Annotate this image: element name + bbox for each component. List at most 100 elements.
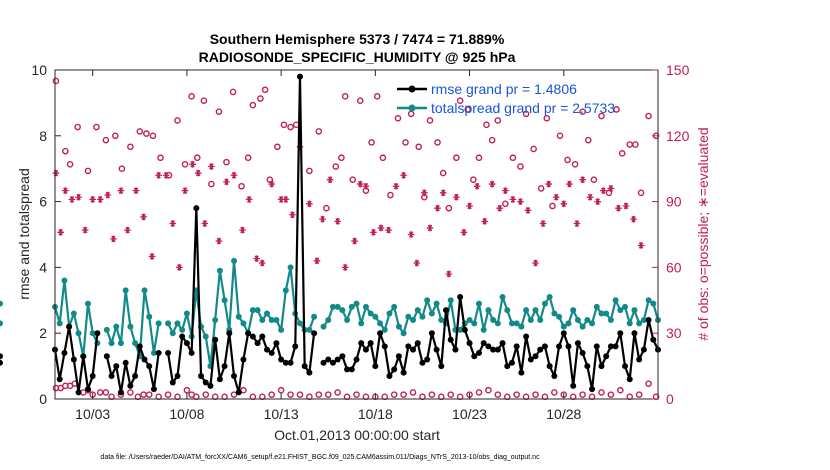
spread-point xyxy=(329,303,336,310)
y2-tick-label: 30 xyxy=(666,325,682,341)
spread-point xyxy=(75,330,82,337)
rmse-point xyxy=(546,363,553,370)
rmse-point xyxy=(419,359,426,366)
rmse-point xyxy=(70,356,77,363)
obs-possible-point xyxy=(394,114,402,122)
rmse-point xyxy=(551,372,558,379)
obs-possible-point xyxy=(453,154,460,162)
obs-evaluated-point xyxy=(607,185,615,192)
obs-possible-low-point xyxy=(334,389,341,396)
rmse-point xyxy=(377,330,384,337)
rmse-point xyxy=(348,366,355,373)
obs-evaluated-point xyxy=(488,180,496,188)
obs-evaluated-point xyxy=(306,200,313,208)
obs-evaluated-point xyxy=(277,196,285,203)
spread-point xyxy=(400,330,407,337)
rmse-point xyxy=(278,356,285,363)
obs-evaluated-point xyxy=(201,220,209,227)
legend-rmse-label: rmse grand pr = 1.4806 xyxy=(431,81,577,97)
obs-evaluated-point xyxy=(68,196,76,203)
obs-possible-point xyxy=(200,97,208,105)
rmse-point xyxy=(113,363,120,370)
obs-evaluated-point xyxy=(362,182,370,190)
rmse-point xyxy=(410,346,417,353)
obs-possible-point xyxy=(368,139,375,146)
obs-possible-point xyxy=(522,110,530,118)
spread-point xyxy=(358,320,365,327)
x-tick-label: 10/23 xyxy=(452,406,487,422)
obs-evaluated-point xyxy=(637,242,645,249)
obs-evaluated-point xyxy=(517,198,524,205)
obs-possible-point xyxy=(645,112,652,120)
rmse-point xyxy=(108,372,115,379)
obs-evaluated-point xyxy=(189,161,196,168)
obs-possible-point xyxy=(530,145,537,153)
spread-point xyxy=(132,340,139,347)
obs-evaluated-point xyxy=(385,226,392,234)
spread-point xyxy=(607,317,614,324)
spread-point xyxy=(127,323,134,330)
spread-point xyxy=(622,303,629,310)
spread-point xyxy=(325,317,332,324)
obs-evaluated-point xyxy=(439,189,447,197)
obs-evaluated-point xyxy=(496,204,504,212)
rmse-point xyxy=(103,353,110,360)
spread-point xyxy=(471,320,478,327)
spread-point xyxy=(603,310,610,317)
obs-possible-point xyxy=(261,86,269,94)
spread-point xyxy=(532,307,539,314)
x-tick-label: 10/18 xyxy=(358,406,393,422)
obs-possible-point xyxy=(517,163,524,170)
spread-point xyxy=(70,310,77,317)
obs-possible-point xyxy=(590,176,598,183)
obs-evaluated-point xyxy=(630,215,637,223)
obs-evaluated-point xyxy=(421,189,428,197)
rmse-point xyxy=(292,343,299,350)
obs-evaluated-point xyxy=(223,178,230,186)
obs-possible-point xyxy=(488,136,496,144)
spread-point xyxy=(263,310,270,317)
obs-possible-point xyxy=(93,123,100,131)
obs-evaluated-point xyxy=(117,187,125,194)
obs-evaluated-point xyxy=(341,264,349,271)
spread-point xyxy=(306,326,313,333)
y-tick-label: 2 xyxy=(39,325,47,341)
chart-title: Southern Hemisphere 5373 / 7474 = 71.889… xyxy=(210,31,505,47)
spread-point xyxy=(268,317,275,324)
obs-evaluated-point xyxy=(445,270,453,278)
rmse-point xyxy=(141,356,148,363)
rmse-point xyxy=(565,343,572,350)
rmse-point xyxy=(414,340,421,347)
rmse-point xyxy=(66,323,73,330)
rmse-point xyxy=(320,359,327,366)
chart-subtitle: RADIOSONDE_SPECIFIC_HUMIDITY @ 925 hPa xyxy=(199,49,516,65)
rmse-point xyxy=(122,359,129,366)
spread-point xyxy=(424,297,431,304)
rmse-point xyxy=(443,307,450,314)
rmse-point xyxy=(631,330,638,337)
obs-possible-point xyxy=(556,132,564,140)
rmse-point xyxy=(353,356,360,363)
obs-possible-point xyxy=(509,154,517,162)
spread-point xyxy=(249,307,256,314)
spread-point xyxy=(405,313,412,320)
obs-evaluated-point xyxy=(586,193,594,201)
obs-possible-point xyxy=(434,139,441,146)
obs-evaluated-point xyxy=(268,180,276,188)
obs-possible-point xyxy=(193,154,201,162)
obs-possible-low-point xyxy=(485,386,492,394)
obs-possible-point xyxy=(637,189,645,197)
obs-evaluated-point xyxy=(560,200,568,208)
spread-point xyxy=(551,310,558,317)
spread-point xyxy=(589,320,596,327)
obs-possible-point xyxy=(136,128,144,135)
obs-evaluated-point xyxy=(289,211,296,219)
spread-point xyxy=(179,326,186,333)
obs-possible-point xyxy=(249,101,257,109)
y2-axis-label: # of obs: o=possible; ∗=evaluated xyxy=(695,127,711,340)
rmse-point xyxy=(84,386,91,393)
obs-possible-point xyxy=(52,77,60,85)
rmse-point xyxy=(645,317,652,324)
obs-possible-point xyxy=(208,180,215,188)
obs-evaluated-point xyxy=(509,196,517,203)
